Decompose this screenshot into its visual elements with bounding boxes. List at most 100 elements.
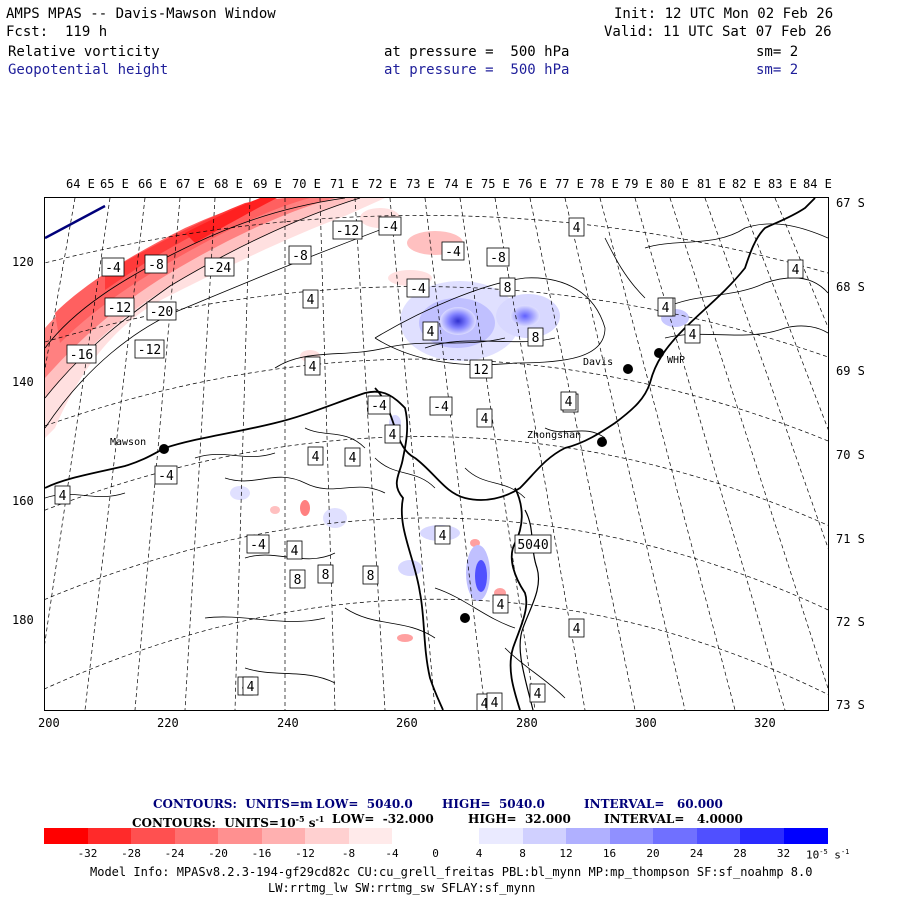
lon-label: 81 E <box>697 177 726 191</box>
svg-text:-4: -4 <box>410 282 426 297</box>
station-dot <box>159 444 169 454</box>
contour-label: 4 <box>434 525 451 545</box>
colorbar-label: 8 <box>519 847 526 860</box>
contour-label: -20 <box>146 301 177 321</box>
contour-label: -8 <box>486 247 510 267</box>
svg-text:-12: -12 <box>336 224 359 239</box>
lon-label: 74 E <box>444 177 473 191</box>
model-info-2: LW:rrtmg_lw SW:rrtmg_sw SFLAY:sf_mynn <box>268 881 536 895</box>
contour-label: -4 <box>367 395 391 415</box>
geopotential-contour <box>45 204 106 240</box>
map-panel: -4 -8 -24 -12 -20 -16 -12 -8 -12 -4 -4 -8 -4 4 4 -4 4 8 12… <box>44 197 829 711</box>
coastline <box>45 390 444 710</box>
contour-label: 4 <box>787 259 804 279</box>
colorbar-cell <box>87 828 132 844</box>
station-davis: Davis <box>583 357 633 374</box>
svg-text:4: 4 <box>491 696 499 710</box>
svg-text:-4: -4 <box>371 399 387 414</box>
field1-level: at pressure = 500 hPa <box>384 44 570 60</box>
station-whp: WHP <box>654 348 685 366</box>
station-mawson: Mawson <box>110 437 169 454</box>
contour-label: 8 <box>362 565 379 585</box>
lat-label: 71 S <box>836 532 865 546</box>
svg-text:-12: -12 <box>108 301 131 316</box>
contour-label: 4 <box>304 356 321 376</box>
svg-text:8: 8 <box>532 331 540 346</box>
colorbar-label: 28 <box>733 847 747 860</box>
legend1-interval: INTERVAL= 60.000 <box>584 797 723 811</box>
svg-text:4: 4 <box>389 428 397 443</box>
colorbar-cell <box>131 828 175 844</box>
contour-label: 8 <box>289 569 306 589</box>
x-tick-label: 300 <box>635 716 657 730</box>
colorbar-cell <box>305 828 349 844</box>
colorbar-cell <box>435 828 480 844</box>
station-dot <box>460 613 470 623</box>
colorbar-label: 4 <box>475 847 483 860</box>
x-tick-label: 320 <box>754 716 776 730</box>
colorbar-cell <box>696 828 741 844</box>
contour-label: -4 <box>429 396 453 416</box>
contour-label: 4 <box>307 446 324 466</box>
svg-text:4: 4 <box>497 598 505 613</box>
contour-label: 4 <box>476 408 493 428</box>
lon-label: 78 E <box>590 177 619 191</box>
svg-text:4: 4 <box>573 622 581 637</box>
colorbar-cell <box>653 828 697 844</box>
svg-text:4: 4 <box>309 360 317 375</box>
lat-label: 72 S <box>836 615 865 629</box>
station-label: Mawson <box>110 437 146 448</box>
svg-text:-4: -4 <box>382 220 398 235</box>
field2-level: at pressure = 500 hPa <box>384 62 570 78</box>
colorbar-label: 16 <box>602 847 617 860</box>
y-tick-label: 120 <box>12 255 34 269</box>
x-tick-label: 200 <box>38 716 60 730</box>
contour-label: -4 <box>378 216 402 236</box>
field2-name: Geopotential height <box>8 62 169 78</box>
station-label: Davis <box>583 357 613 368</box>
svg-text:4: 4 <box>439 529 447 544</box>
field1-sm: sm= 2 <box>756 44 799 60</box>
contour-label: 4 <box>486 692 503 710</box>
positive-vorticity-patches <box>230 281 689 601</box>
contour-label: 8 <box>317 564 334 584</box>
contour-label: -24 <box>204 257 235 277</box>
svg-text:4: 4 <box>349 451 357 466</box>
svg-text:-12: -12 <box>138 343 161 358</box>
station-label: Zhongshan <box>527 430 581 441</box>
contour-label: -8 <box>288 245 312 265</box>
svg-text:-4: -4 <box>445 245 461 260</box>
contour-label: 4 <box>529 683 546 703</box>
colorbar-label: -12 <box>295 847 315 860</box>
x-tick-label: 260 <box>396 716 418 730</box>
legend2-label: CONTOURS: UNITS=10-5 s-1 <box>132 814 325 830</box>
legend1-high: HIGH= 5040.0 <box>442 797 545 811</box>
colorbar-label: -24 <box>164 847 185 860</box>
latlon-grid <box>45 198 828 710</box>
field1-name: Relative vorticity <box>8 44 160 60</box>
lon-label: 65 E <box>100 177 129 191</box>
coastline-east <box>509 487 528 710</box>
svg-text:4: 4 <box>247 680 255 695</box>
svg-text:4: 4 <box>534 687 542 702</box>
svg-text:-4: -4 <box>105 261 121 276</box>
contour-label: -12 <box>332 220 363 240</box>
lon-label: 64 E <box>66 177 95 191</box>
contour-label: 4 <box>568 618 585 638</box>
station-label: WHP <box>667 355 685 366</box>
colorbar-cell <box>174 828 219 844</box>
colorbar-cell <box>566 828 610 844</box>
svg-text:-24: -24 <box>208 261 232 276</box>
stations: Mawson Davis WHP Zhongshan <box>110 348 685 623</box>
svg-text:-4: -4 <box>158 469 174 484</box>
lon-label: 82 E <box>732 177 761 191</box>
lat-label: 67 S <box>836 196 865 210</box>
lat-label: 69 S <box>836 364 865 378</box>
contour-label: 4 <box>384 424 401 444</box>
contour-label: -12 <box>134 339 165 359</box>
legend2-high: HIGH= 32.000 <box>468 812 571 826</box>
contour-label: 4 <box>560 391 577 411</box>
svg-text:4: 4 <box>573 221 581 236</box>
colorbar-cell <box>522 828 567 844</box>
colorbar-cell <box>348 828 393 844</box>
